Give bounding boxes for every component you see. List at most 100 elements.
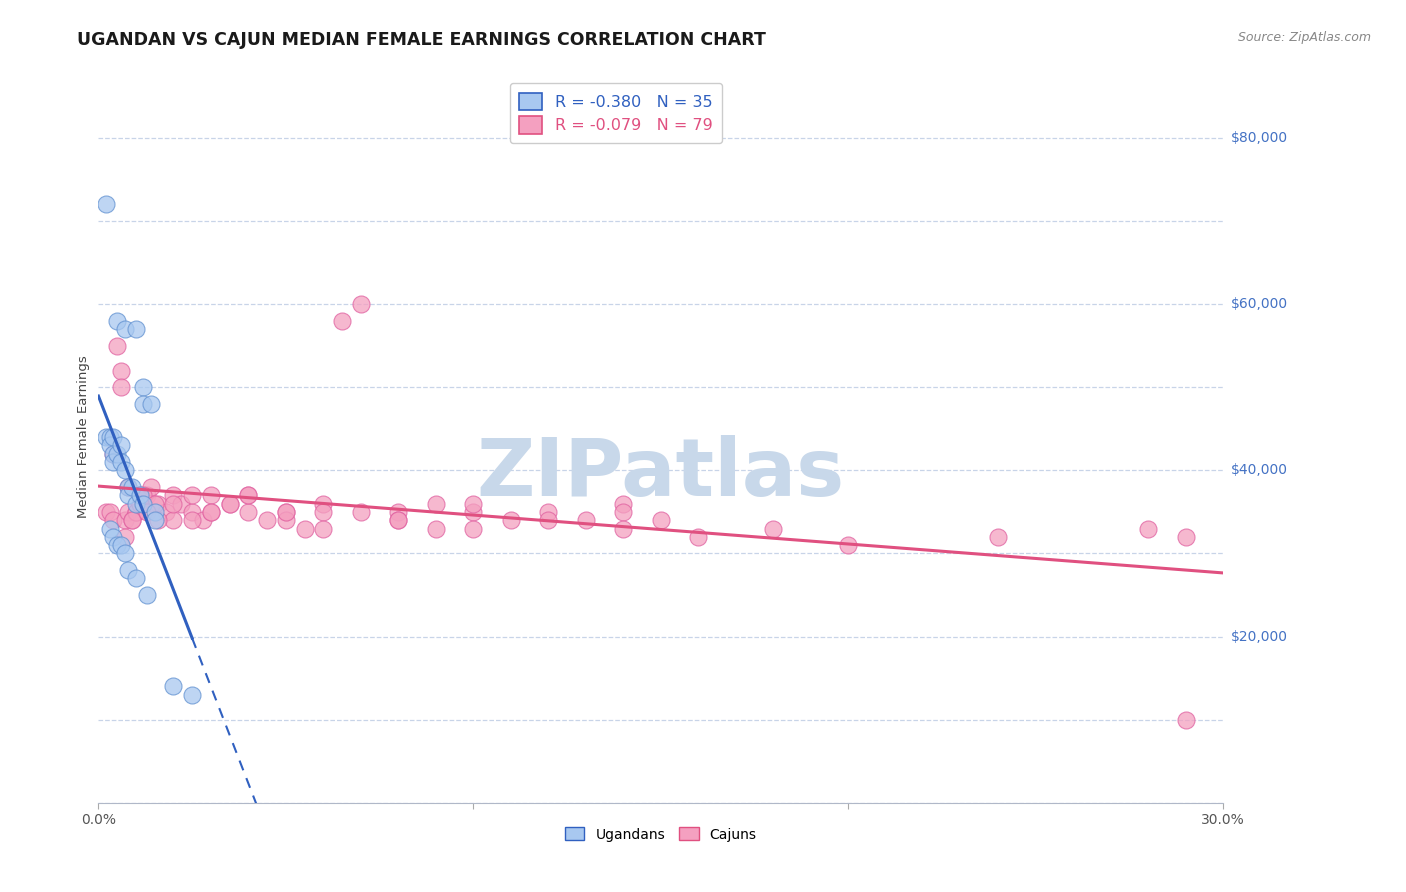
Point — [143, 513, 166, 527]
Point — [103, 447, 125, 461]
Point — [132, 397, 155, 411]
Point — [387, 513, 409, 527]
Point — [181, 488, 204, 502]
Point — [155, 505, 177, 519]
Point — [103, 513, 125, 527]
Point — [612, 521, 634, 535]
Point — [139, 480, 162, 494]
Point — [274, 505, 297, 519]
Point — [103, 430, 125, 444]
Point — [162, 513, 184, 527]
Text: $40,000: $40,000 — [1230, 463, 1288, 477]
Point — [117, 480, 139, 494]
Point — [139, 397, 162, 411]
Point — [575, 513, 598, 527]
Point — [110, 380, 132, 394]
Point — [162, 497, 184, 511]
Point — [987, 530, 1010, 544]
Point — [125, 505, 148, 519]
Point — [612, 497, 634, 511]
Point — [103, 447, 125, 461]
Point — [499, 513, 522, 527]
Point — [110, 455, 132, 469]
Point — [121, 480, 143, 494]
Point — [312, 497, 335, 511]
Point — [117, 480, 139, 494]
Point — [688, 530, 710, 544]
Point — [162, 680, 184, 694]
Point — [94, 430, 117, 444]
Point — [181, 688, 204, 702]
Point — [125, 571, 148, 585]
Point — [136, 505, 159, 519]
Point — [238, 488, 260, 502]
Point — [117, 563, 139, 577]
Point — [128, 488, 150, 502]
Point — [1174, 530, 1197, 544]
Point — [312, 505, 335, 519]
Point — [837, 538, 859, 552]
Point — [136, 488, 159, 502]
Point — [128, 497, 150, 511]
Point — [463, 505, 485, 519]
Point — [114, 513, 136, 527]
Point — [181, 513, 204, 527]
Point — [125, 497, 148, 511]
Point — [110, 363, 132, 377]
Point — [117, 488, 139, 502]
Legend: Ugandans, Cajuns: Ugandans, Cajuns — [560, 822, 762, 847]
Point — [114, 530, 136, 544]
Point — [136, 588, 159, 602]
Point — [105, 538, 128, 552]
Point — [181, 505, 204, 519]
Point — [121, 513, 143, 527]
Point — [110, 538, 132, 552]
Point — [612, 505, 634, 519]
Point — [537, 505, 560, 519]
Point — [117, 505, 139, 519]
Point — [193, 513, 215, 527]
Point — [148, 497, 170, 511]
Point — [114, 463, 136, 477]
Point — [103, 455, 125, 469]
Point — [200, 505, 222, 519]
Point — [105, 314, 128, 328]
Text: $80,000: $80,000 — [1230, 131, 1288, 145]
Point — [312, 521, 335, 535]
Point — [98, 505, 121, 519]
Point — [114, 546, 136, 560]
Point — [103, 530, 125, 544]
Point — [98, 521, 121, 535]
Y-axis label: Median Female Earnings: Median Female Earnings — [77, 356, 90, 518]
Point — [94, 505, 117, 519]
Point — [128, 488, 150, 502]
Point — [1137, 521, 1160, 535]
Point — [425, 521, 447, 535]
Point — [110, 438, 132, 452]
Point — [162, 488, 184, 502]
Point — [387, 505, 409, 519]
Point — [294, 521, 316, 535]
Point — [143, 497, 166, 511]
Text: $20,000: $20,000 — [1230, 630, 1288, 643]
Point — [350, 297, 373, 311]
Point — [98, 430, 121, 444]
Point — [125, 505, 148, 519]
Point — [387, 513, 409, 527]
Point — [537, 513, 560, 527]
Text: UGANDAN VS CAJUN MEDIAN FEMALE EARNINGS CORRELATION CHART: UGANDAN VS CAJUN MEDIAN FEMALE EARNINGS … — [77, 31, 766, 49]
Point — [274, 513, 297, 527]
Point — [200, 505, 222, 519]
Text: Source: ZipAtlas.com: Source: ZipAtlas.com — [1237, 31, 1371, 45]
Point — [463, 521, 485, 535]
Point — [463, 497, 485, 511]
Point — [256, 513, 278, 527]
Point — [170, 497, 193, 511]
Point — [350, 505, 373, 519]
Point — [121, 513, 143, 527]
Point — [125, 322, 148, 336]
Point — [274, 505, 297, 519]
Point — [218, 497, 240, 511]
Point — [238, 505, 260, 519]
Point — [330, 314, 353, 328]
